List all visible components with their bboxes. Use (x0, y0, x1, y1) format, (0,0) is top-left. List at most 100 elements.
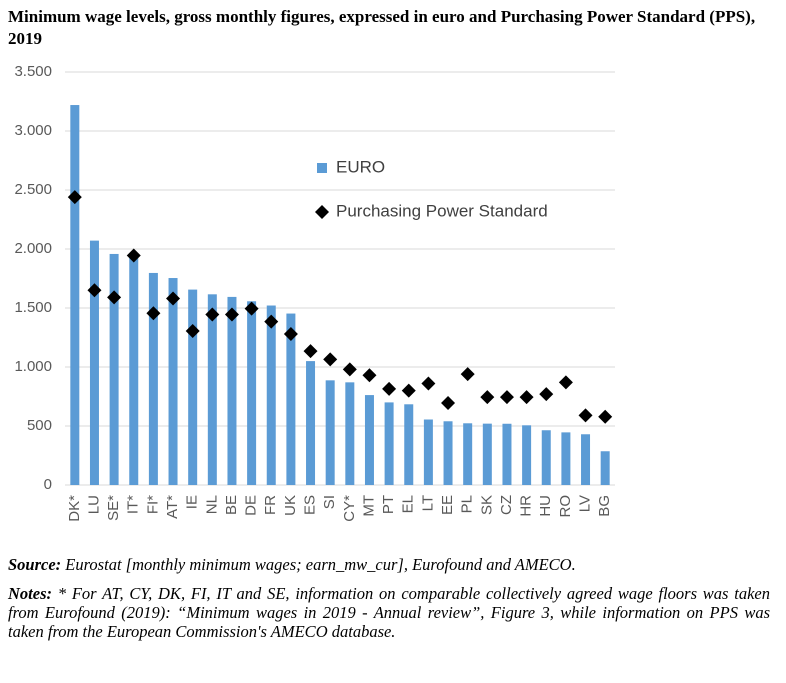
x-tick-label: UK (282, 495, 299, 516)
marker (480, 390, 495, 405)
x-tick-label: FR (262, 495, 279, 515)
marker (441, 395, 456, 410)
x-tick-label: SI (321, 495, 338, 509)
bar (423, 419, 433, 485)
bar (581, 434, 591, 485)
legend-swatch (315, 205, 329, 219)
bar (89, 240, 99, 485)
bar (364, 395, 374, 485)
marker (205, 307, 220, 322)
bar (482, 423, 492, 485)
marker (107, 290, 122, 305)
bar (207, 294, 217, 485)
x-tick-label: SK (478, 495, 495, 515)
marker (126, 248, 141, 263)
x-tick-label: AT* (164, 495, 181, 519)
marker (460, 367, 475, 382)
bar (306, 361, 316, 485)
marker (244, 301, 259, 316)
legend-swatch (317, 163, 327, 173)
notes: Notes: * For AT, CY, DK, FI, IT and SE, … (8, 584, 770, 641)
y-tick-label: 500 (27, 417, 52, 434)
bar (600, 451, 610, 485)
marker (283, 326, 298, 341)
x-tick-label: BG (596, 495, 613, 517)
bar (168, 278, 178, 485)
source: Source: Eurostat [monthly minimum wages;… (8, 555, 770, 574)
x-tick-label: PL (459, 495, 476, 513)
y-tick-label: 3.000 (14, 122, 52, 139)
x-tick-label: MT (360, 495, 377, 517)
marker (224, 307, 239, 322)
x-tick-label: FI* (144, 495, 161, 514)
x-tick-label: NL (203, 495, 220, 514)
bar (325, 380, 335, 485)
x-tick-label: IE (184, 495, 201, 509)
y-tick-label: 0 (44, 476, 52, 493)
bar (561, 432, 571, 485)
marker (323, 352, 338, 367)
bar (188, 289, 198, 485)
marker (87, 283, 102, 298)
marker (382, 381, 397, 396)
x-tick-label: BE (223, 495, 240, 515)
legend-label: Purchasing Power Standard (336, 201, 548, 220)
bar (266, 305, 276, 485)
y-tick-label: 1.500 (14, 299, 52, 316)
x-tick-label: EE (439, 495, 456, 515)
notes-label: Notes: (8, 584, 52, 603)
bar (286, 313, 296, 485)
marker (185, 324, 200, 339)
marker (146, 306, 161, 321)
x-tick-label: CY* (341, 495, 358, 522)
bar (227, 296, 237, 485)
x-tick-label: PT (380, 495, 397, 514)
marker (303, 344, 318, 359)
chart-title: Minimum wage levels, gross monthly figur… (8, 7, 756, 48)
x-tick-label: DK* (66, 495, 83, 522)
x-tick-label: HR (518, 495, 535, 517)
marker (578, 408, 593, 423)
x-tick-label: HU (537, 495, 554, 517)
marker (362, 368, 377, 383)
bar (345, 382, 355, 485)
x-tick-label: LV (577, 495, 594, 512)
x-tick-label: ES (302, 495, 319, 515)
x-tick-label: SE* (105, 495, 122, 521)
x-tick-label: LU (85, 495, 102, 514)
bar (541, 430, 551, 485)
bar (522, 425, 532, 485)
marker (539, 387, 554, 402)
y-tick-label: 2.000 (14, 240, 52, 257)
bar (70, 105, 80, 485)
bar (384, 402, 394, 485)
marker (264, 314, 279, 329)
legend-label: EURO (336, 157, 385, 176)
bar (247, 301, 257, 485)
marker (166, 291, 181, 306)
y-tick-label: 3.500 (14, 63, 52, 80)
marker (401, 383, 416, 398)
marker (558, 375, 573, 390)
y-tick-label: 2.500 (14, 181, 52, 198)
bar (404, 404, 414, 485)
marker (67, 190, 82, 205)
x-tick-label: RO (557, 495, 574, 518)
marker (598, 409, 613, 424)
marker (519, 390, 534, 405)
marker (499, 390, 514, 405)
x-tick-label: LT (419, 495, 436, 511)
bar (443, 421, 453, 485)
notes-text: * For AT, CY, DK, FI, IT and SE, informa… (8, 584, 770, 641)
source-label: Source: (8, 555, 62, 574)
x-tick-label: EL (400, 495, 417, 513)
bar (129, 257, 139, 485)
bar (148, 272, 158, 485)
bar (463, 423, 473, 485)
bar (502, 423, 512, 485)
x-tick-label: IT* (125, 495, 142, 514)
marker (342, 362, 357, 377)
source-text: Eurostat [monthly minimum wages; earn_mw… (65, 555, 576, 574)
